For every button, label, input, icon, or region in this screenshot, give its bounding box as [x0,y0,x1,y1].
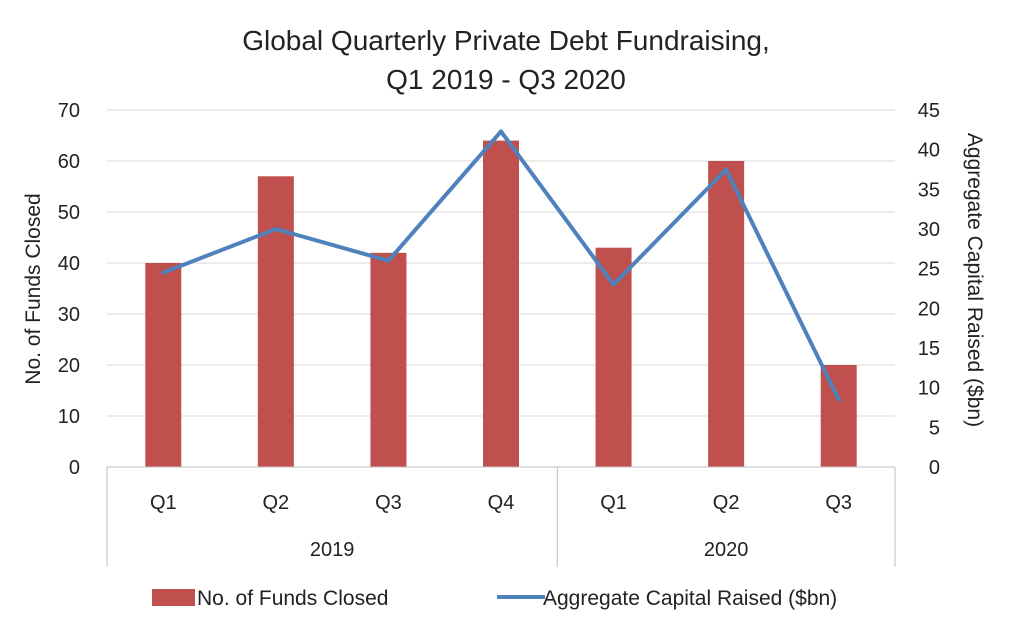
y2-tick-label: 40 [918,140,940,162]
y-tick-label: 60 [58,151,80,173]
y2-tick-label: 30 [918,219,940,241]
chart-title-line-2: Q1 2019 - Q3 2020 [386,64,626,95]
legend-label-capital-raised: Aggregate Capital Raised ($bn) [543,587,837,610]
bar [708,161,744,467]
axes [107,467,895,567]
bar [821,365,857,467]
bar [483,141,519,467]
x-tick-label: Q3 [375,492,402,514]
category-axis: Q1 Q2 Q3 Q4 Q1 Q2 Q3 2019 2020 [150,492,852,561]
bar-series [145,141,856,467]
x-tick-label: Q1 [600,492,627,514]
legend-swatch-funds-closed [152,589,195,606]
y-tick-label: 70 [58,100,80,122]
y2-tick-label: 5 [929,417,940,439]
right-axis-title: Aggregate Capital Raised ($bn) [963,133,986,427]
right-axis-ticks: 0 5 10 15 20 25 30 35 40 45 [918,100,940,479]
y-tick-label: 50 [58,202,80,224]
y-tick-label: 20 [58,355,80,377]
y2-tick-label: 25 [918,259,940,281]
y-tick-label: 10 [58,406,80,428]
chart-title: Global Quarterly Private Debt Fundraisin… [242,25,770,95]
bar [596,248,632,467]
bar [370,253,406,467]
x-tick-label: Q3 [825,492,852,514]
y2-tick-label: 45 [918,100,940,122]
chart-title-line-1: Global Quarterly Private Debt Fundraisin… [242,25,770,56]
x-tick-label: Q4 [488,492,515,514]
y2-tick-label: 10 [918,378,940,400]
x-group-label: 2019 [310,539,355,561]
y2-tick-label: 15 [918,338,940,360]
legend-label-funds-closed: No. of Funds Closed [197,587,388,610]
y-tick-label: 40 [58,253,80,275]
y2-tick-label: 0 [929,457,940,479]
x-tick-label: Q2 [263,492,290,514]
left-axis-ticks: 0 10 20 30 40 50 60 70 [58,100,80,479]
x-tick-label: Q1 [150,492,177,514]
y-tick-label: 0 [69,457,80,479]
bar [258,176,294,467]
left-axis-title: No. of Funds Closed [22,193,45,384]
bar [145,263,181,467]
y2-tick-label: 20 [918,298,940,320]
x-group-label: 2020 [704,539,749,561]
y2-tick-label: 35 [918,179,940,201]
y-tick-label: 30 [58,304,80,326]
legend: No. of Funds Closed Aggregate Capital Ra… [152,587,837,610]
x-tick-label: Q2 [713,492,740,514]
